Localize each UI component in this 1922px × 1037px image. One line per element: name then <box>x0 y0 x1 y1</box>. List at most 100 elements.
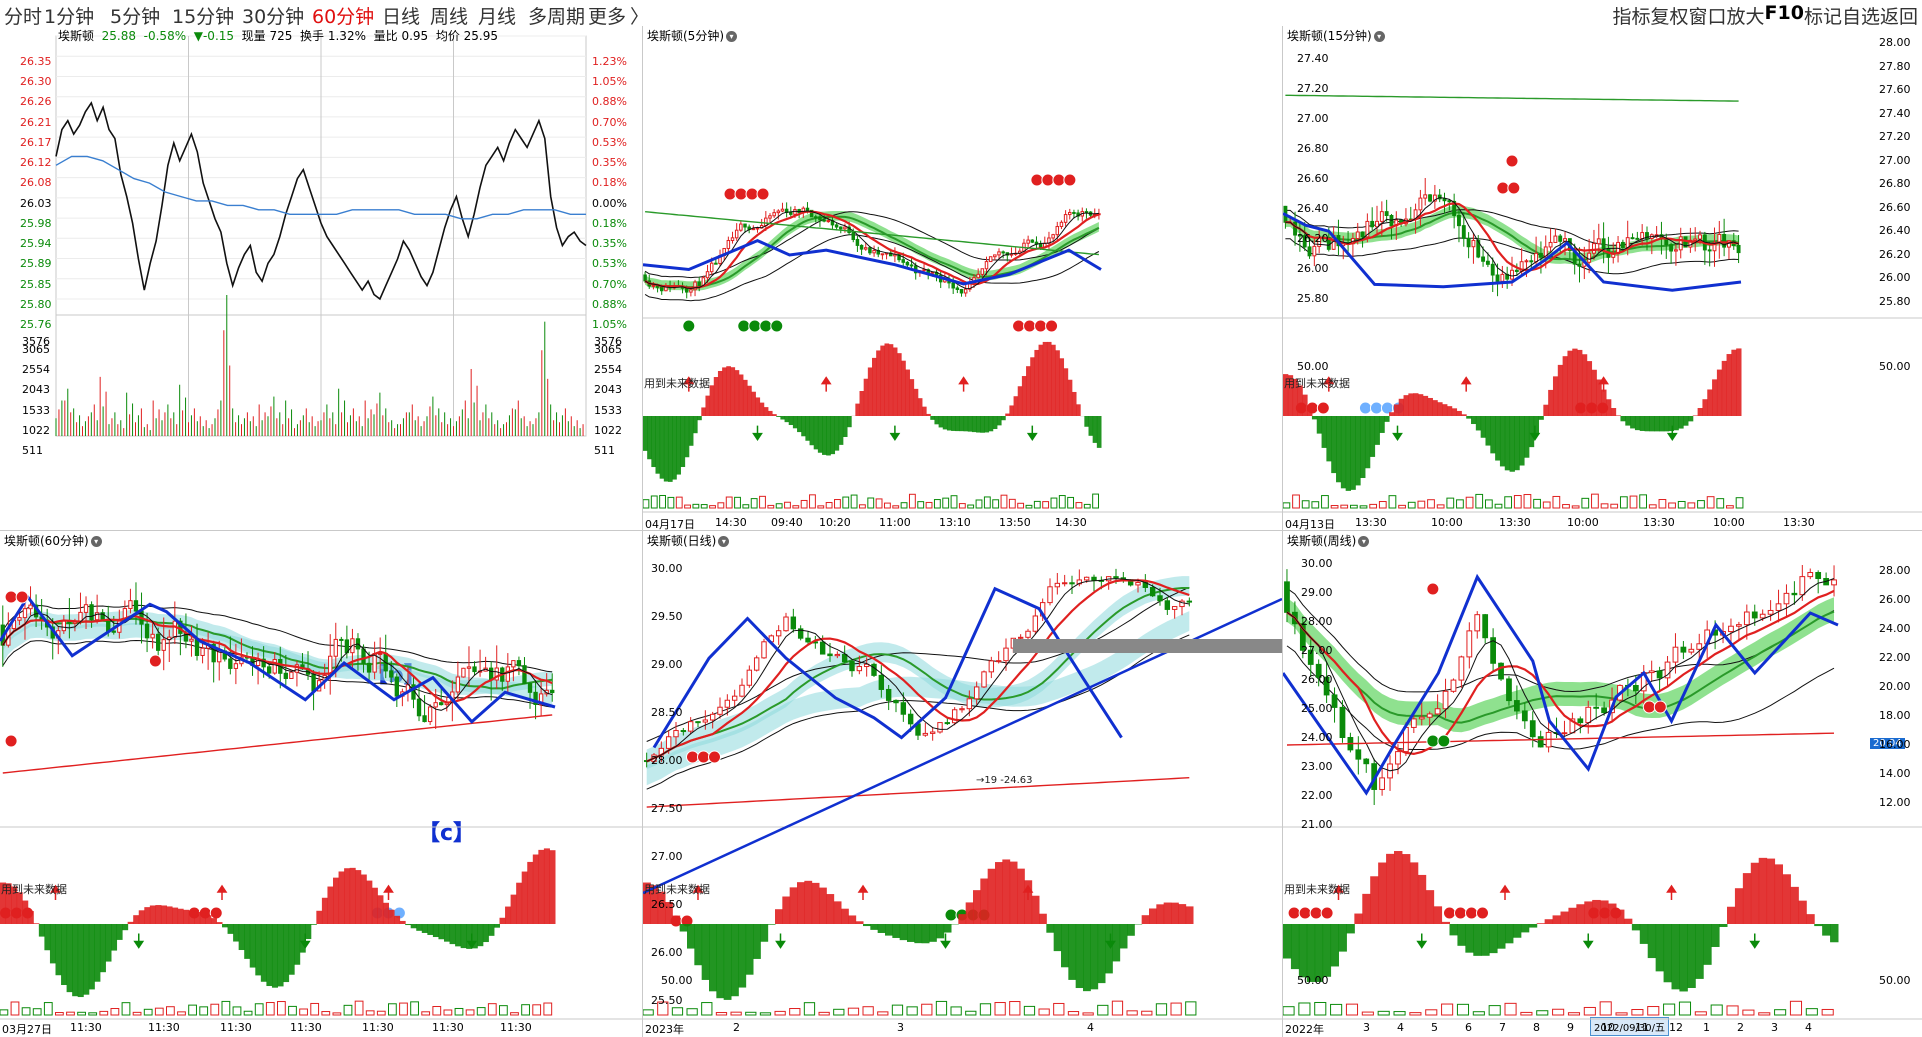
macd-vol <box>0 1010 8 1015</box>
watchlist-button[interactable]: 自选 <box>1842 2 1880 29</box>
chart-weekly-title[interactable]: 埃斯顿(周线) ▾ <box>1287 532 1369 549</box>
macd-bar <box>283 924 289 982</box>
kline-candle <box>1699 235 1702 239</box>
date-label: 1 <box>1703 1021 1710 1034</box>
f10-button[interactable]: F10 <box>1765 2 1804 29</box>
chevron-down-icon[interactable]: ▾ <box>1358 536 1369 547</box>
tab-30min[interactable]: 30分钟 <box>242 2 304 29</box>
signal-badge <box>149 655 161 667</box>
macd-vol <box>544 1003 552 1015</box>
tab-more[interactable]: 更多 <box>588 2 626 29</box>
macd-bar <box>1084 416 1089 427</box>
chart-daily-panel[interactable]: 埃斯顿(日线) ▾ 用到未来数据 →19 -24.63 30.00 29.50 29.… <box>643 531 1282 1037</box>
macd-bar <box>155 905 161 924</box>
price-tick: 26.20 <box>1297 232 1329 245</box>
chart-5min-panel[interactable]: 埃斯顿(5分钟) ▾ 用到未来数据 04月17日 14:30 09:40 10:20 11… <box>643 26 1282 530</box>
macd-bar <box>893 347 898 416</box>
chevron-down-icon[interactable]: ▾ <box>718 536 729 547</box>
kline-candle <box>1424 195 1427 198</box>
kline-candle <box>1586 707 1591 722</box>
chart-60min-panel[interactable]: 埃斯顿(60分钟)▾ 用到未来数据 【b】 【c】 03月27日11:3011:… <box>0 531 642 1037</box>
tab-1min[interactable]: 1分钟 <box>44 2 94 29</box>
kline-candle <box>1816 573 1821 579</box>
trendline-label: →19 -24.63 <box>976 775 1033 786</box>
chevron-down-icon[interactable]: ▾ <box>91 536 102 547</box>
tab-multi-period[interactable]: 多周期 <box>528 2 585 29</box>
macd-bar <box>793 416 798 428</box>
macd-bar <box>1098 924 1106 983</box>
chart-15min-title[interactable]: 埃斯顿(15分钟) ▾ <box>1287 27 1385 44</box>
chart-weekly-panel[interactable]: 埃斯顿(周线) ▾ 用到未来数据 20.04 2022/09/30/五 30.00… <box>1283 531 1922 1037</box>
date-label: 04月17日 <box>645 516 695 530</box>
macd-bar <box>1018 386 1023 416</box>
macd-bar <box>1513 924 1521 938</box>
date-label: 11:00 <box>879 516 911 529</box>
tab-5min[interactable]: 5分钟 <box>110 2 160 29</box>
kline-candle <box>873 250 875 252</box>
chart-60min-title[interactable]: 埃斯顿(60分钟) ▾ <box>4 532 102 549</box>
macd-bar <box>1669 416 1674 431</box>
chart-60min[interactable] <box>0 531 642 1037</box>
chevron-down-icon[interactable]: ▾ <box>1374 31 1385 42</box>
adjust-button[interactable]: 复权 <box>1650 2 1688 29</box>
chart-5min-title[interactable]: 埃斯顿(5分钟) ▾ <box>647 27 737 44</box>
macd-bar <box>689 416 694 446</box>
macd-vol <box>951 1007 961 1015</box>
chart-daily[interactable] <box>643 531 1282 1037</box>
kline-candle <box>1483 615 1488 638</box>
signal-badge <box>698 751 710 763</box>
macd-vol <box>111 1009 119 1015</box>
sell-arrow-icon <box>135 934 143 948</box>
kline-candle <box>1062 583 1066 584</box>
tab-60min[interactable]: 60分钟 <box>312 2 374 29</box>
macd-bar <box>311 924 317 925</box>
intraday-panel[interactable]: 埃斯顿 25.88 -0.58% ▼-0.15 现量 725 换手 1.32% … <box>0 26 642 530</box>
macd-bar <box>255 924 261 975</box>
kline-candle <box>989 661 993 672</box>
kline-candle <box>765 218 767 225</box>
chart-weekly[interactable] <box>1283 531 1922 1037</box>
kline-candle <box>1467 631 1472 657</box>
macd-vol <box>993 500 999 508</box>
macd-bar <box>797 882 805 924</box>
macd-bar <box>183 910 189 924</box>
macd-bar <box>889 344 894 416</box>
kline-candle <box>769 216 771 218</box>
more-chevron-icon[interactable]: 〉 <box>630 2 649 29</box>
indicator-button[interactable]: 指标 <box>1612 2 1650 29</box>
macd-bar <box>1471 416 1476 424</box>
tab-15min[interactable]: 15分钟 <box>172 2 234 29</box>
macd-bar <box>1326 416 1331 461</box>
chart-daily-title[interactable]: 埃斯顿(日线) ▾ <box>647 532 729 549</box>
kline-candle <box>1380 212 1383 222</box>
macd-bar <box>755 397 760 416</box>
macd-vol <box>959 504 965 508</box>
kline-candle <box>467 667 470 668</box>
mark-button[interactable]: 标记 <box>1804 2 1842 29</box>
tab-daily[interactable]: 日线 <box>382 2 420 29</box>
macd-vol <box>1806 1009 1817 1015</box>
back-button[interactable]: 返回 <box>1880 2 1918 29</box>
chevron-down-icon[interactable]: ▾ <box>726 31 737 42</box>
chart-5min[interactable] <box>643 26 1282 530</box>
zoom-button[interactable]: 放大 <box>1727 2 1765 29</box>
buy-arrow-icon <box>385 886 393 900</box>
right-tick: 20.00 <box>1879 680 1911 693</box>
window-button[interactable]: 窗口 <box>1689 2 1727 29</box>
kline-candle <box>29 605 32 609</box>
price-tick: 27.20 <box>1297 82 1329 95</box>
chart-15min-panel[interactable]: 埃斯顿(15分钟) ▾ 用到未来数据 27.40 27.20 27.00 26.80 26… <box>1283 26 1922 530</box>
intraday-chart[interactable] <box>0 26 642 530</box>
macd-vol <box>1068 1012 1078 1015</box>
chart-15min[interactable] <box>1283 26 1922 530</box>
tab-monthly[interactable]: 月线 <box>478 2 516 29</box>
macd-vol <box>810 495 816 508</box>
kline-candle <box>727 241 729 249</box>
macd-bar <box>400 921 406 924</box>
tab-weekly[interactable]: 周线 <box>430 2 468 29</box>
date-label: 11:30 <box>70 1021 102 1034</box>
future-data-note: 用到未来数据 <box>644 881 710 897</box>
tab-timeshare[interactable]: 分时 <box>4 2 42 29</box>
right-tick: 27.80 <box>1879 60 1911 73</box>
macd-vol <box>1018 503 1024 508</box>
